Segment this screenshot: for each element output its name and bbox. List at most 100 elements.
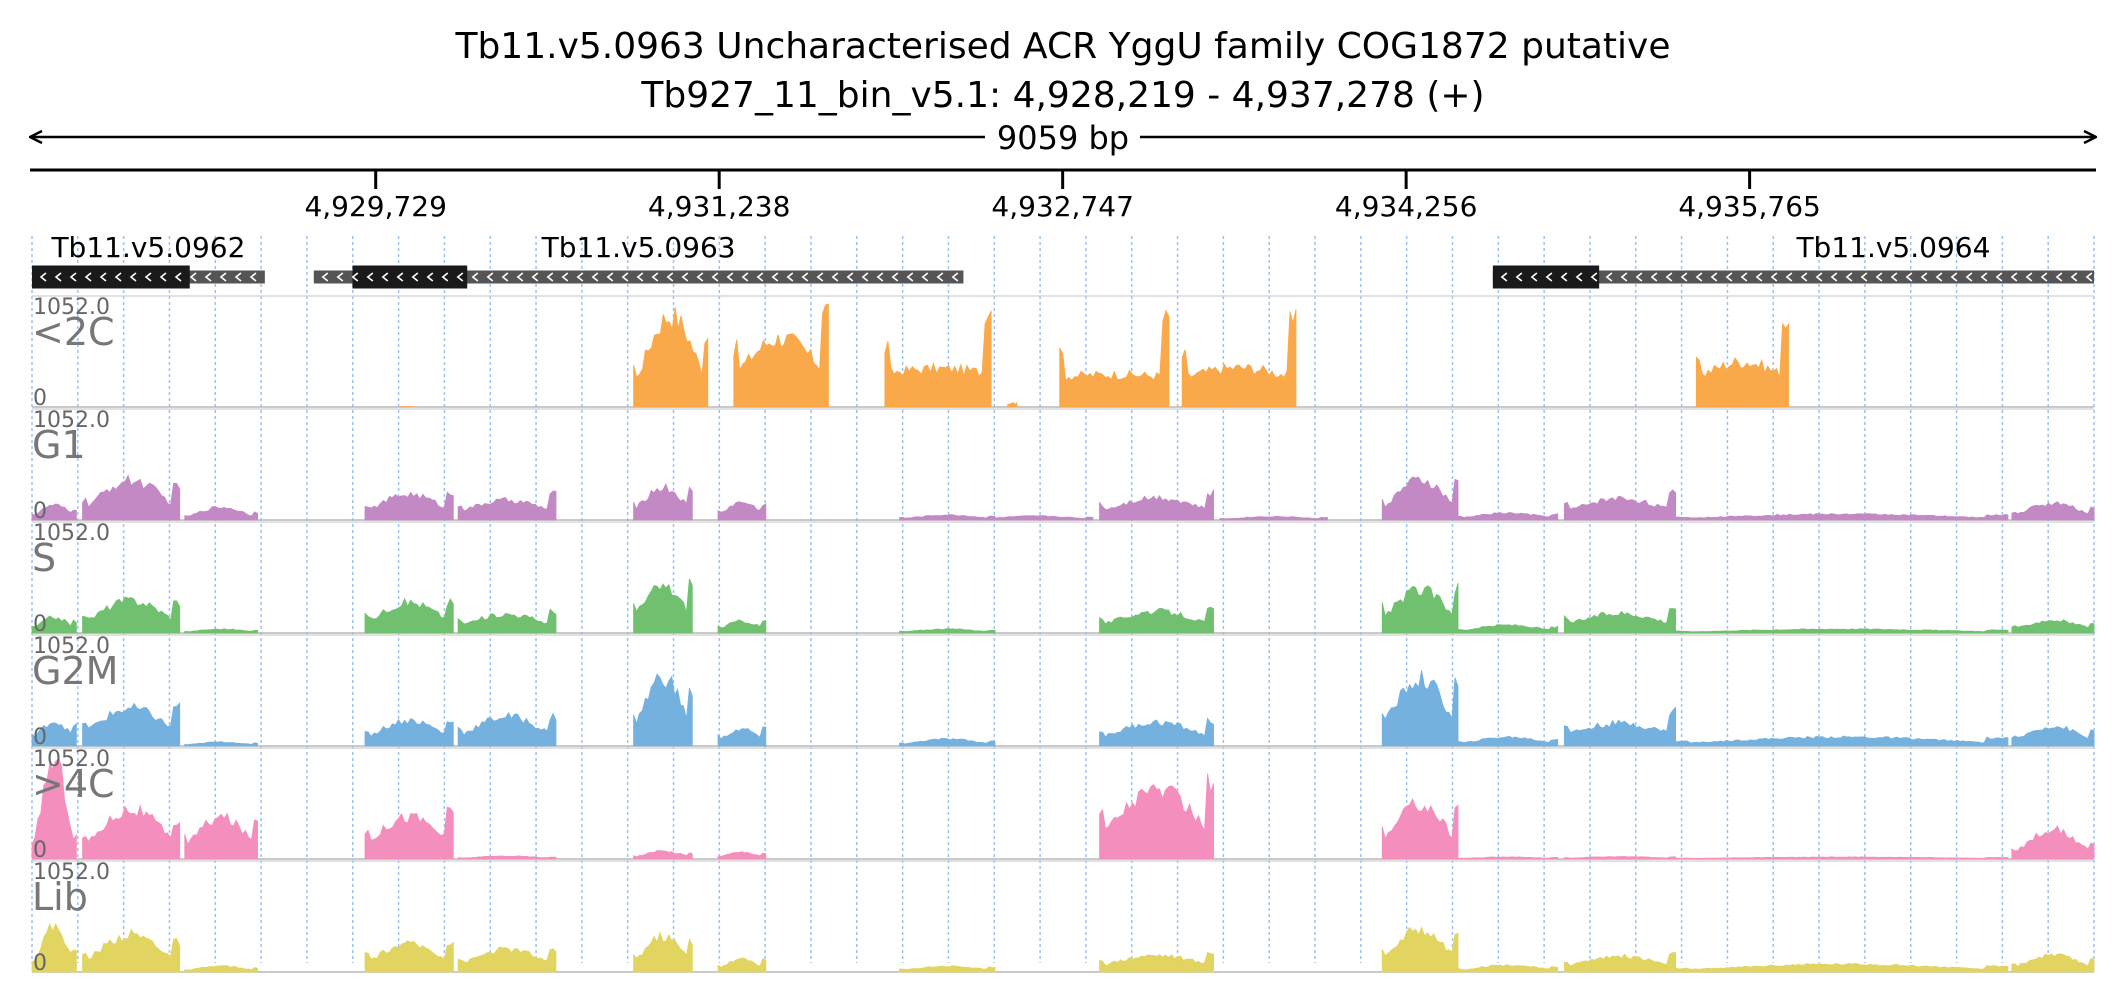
coverage-area	[457, 608, 557, 634]
strand-chevron	[816, 272, 824, 282]
coverage-area	[717, 726, 767, 747]
strand-chevron	[351, 272, 359, 282]
track-ymin-label: 0	[33, 838, 47, 863]
strand-chevron	[1500, 272, 1508, 282]
chart-subtitle: Tb927_11_bin_v5.1: 4,928,219 - 4,937,278…	[640, 75, 1484, 116]
coverage-area	[633, 483, 693, 521]
coverage-track: 1052.0>4C 0	[31, 747, 2095, 863]
coverage-area	[884, 310, 992, 408]
coverage-area	[899, 737, 996, 747]
coverage-area	[1563, 489, 1677, 521]
strand-chevron	[876, 272, 884, 282]
gene-label: Tb11.v5.0962	[50, 231, 245, 264]
strand-chevron	[1665, 272, 1673, 282]
coverage-area	[979, 515, 1094, 521]
x-tick-label: 4,934,256	[1335, 190, 1478, 223]
strand-chevron	[516, 272, 524, 282]
strand-chevron	[426, 272, 434, 282]
strand-chevron	[396, 272, 404, 282]
strand-chevron	[621, 272, 629, 282]
coverage-area	[717, 957, 767, 973]
coverage-area	[31, 922, 77, 973]
coverage-area	[899, 965, 996, 973]
coverage-area	[1675, 628, 2009, 634]
coverage-area	[364, 718, 454, 747]
coverage-area	[1563, 608, 1677, 634]
track-name-label: >4C	[32, 762, 115, 806]
coverage-area	[1695, 322, 1789, 408]
strand-chevron	[741, 272, 749, 282]
strand-chevron	[1860, 272, 1868, 282]
coverage-area	[1457, 856, 1559, 860]
strand-chevron	[1635, 272, 1643, 282]
coverage-area	[184, 965, 258, 973]
coverage-area	[364, 491, 454, 521]
strand-chevron	[1995, 272, 2003, 282]
x-tick-label: 4,931,238	[648, 190, 791, 223]
strand-chevron	[2040, 272, 2048, 282]
coverage-area	[1457, 624, 1559, 634]
strand-chevron	[1785, 272, 1793, 282]
strand-chevron	[846, 272, 854, 282]
coverage-area	[1675, 962, 2009, 973]
coverage-area	[633, 673, 693, 747]
coverage-area	[2011, 825, 2095, 860]
strand-chevron	[681, 272, 689, 282]
coverage-area	[1563, 855, 1677, 860]
strand-chevron	[69, 272, 77, 282]
strand-chevron	[39, 272, 47, 282]
coverage-area	[1007, 401, 1018, 408]
strand-chevron	[1560, 272, 1568, 282]
coverage-area	[1457, 735, 1559, 747]
coverage-area	[457, 946, 557, 973]
strand-chevron	[831, 272, 839, 282]
coverage-area	[1219, 515, 1328, 521]
track-name-label: S	[32, 536, 56, 580]
strand-chevron	[1845, 272, 1853, 282]
gene-model: Tb11.v5.0962	[32, 231, 265, 289]
strand-chevron	[336, 272, 344, 282]
coverage-area	[31, 757, 77, 860]
coverage-area	[457, 855, 557, 860]
strand-chevron	[204, 272, 212, 282]
track-name-label: G1	[32, 423, 86, 467]
strand-chevron	[1965, 272, 1973, 282]
strand-chevron	[2025, 272, 2033, 282]
strand-chevron	[114, 272, 122, 282]
coverage-area	[184, 812, 258, 860]
coverage-area	[184, 628, 258, 634]
strand-chevron	[1980, 272, 1988, 282]
strand-chevron	[1515, 272, 1523, 282]
coverage-area	[1563, 952, 1677, 973]
coverage-area	[1457, 512, 1559, 521]
coverage-area	[633, 307, 709, 408]
coverage-track: 1052.0S 0	[31, 521, 2095, 637]
strand-chevron	[1830, 272, 1838, 282]
strand-chevron	[1800, 272, 1808, 282]
strand-chevron	[591, 272, 599, 282]
strand-chevron	[1935, 272, 1943, 282]
coverage-area	[1381, 926, 1459, 973]
strand-chevron	[786, 272, 794, 282]
strand-chevron	[2070, 272, 2078, 282]
x-tick-label: 4,935,765	[1678, 190, 1821, 223]
strand-chevron	[84, 272, 92, 282]
coverage-area	[633, 578, 693, 634]
coverage-area	[717, 619, 767, 634]
strand-chevron	[501, 272, 509, 282]
coverage-area	[2011, 619, 2095, 634]
coverage-area	[1099, 606, 1214, 634]
strand-chevron	[711, 272, 719, 282]
strand-chevron	[1905, 272, 1913, 282]
coverage-area	[1381, 583, 1459, 634]
gene-model: Tb11.v5.0963	[313, 231, 964, 289]
coverage-area	[31, 503, 77, 521]
coverage-area	[31, 722, 77, 747]
strand-chevron	[1545, 272, 1553, 282]
coverage-area	[457, 490, 557, 521]
coverage-area	[82, 596, 181, 634]
gene-label: Tb11.v5.0964	[1795, 231, 1990, 264]
coverage-area	[733, 303, 829, 408]
